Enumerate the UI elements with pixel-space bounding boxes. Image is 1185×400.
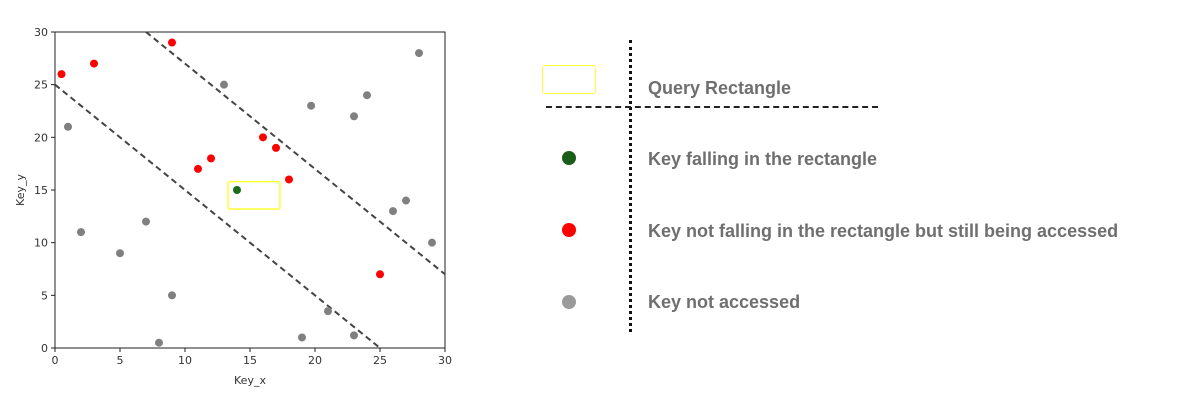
legend-horizontal-divider bbox=[546, 106, 878, 108]
point-accessed bbox=[168, 38, 176, 47]
y-tick-label: 30 bbox=[34, 26, 48, 39]
scatter-chart: 0 5 10 15 20 25 30 0 5 10 15 20 25 30 Key_x Key_y bbox=[14, 26, 452, 387]
legend-marker-key-in-rectangle bbox=[562, 151, 576, 165]
point-accessed bbox=[285, 175, 293, 184]
point-accessed bbox=[207, 154, 215, 163]
point-in-rectangle bbox=[233, 186, 241, 194]
point-not-accessed bbox=[324, 307, 332, 316]
plot-area: 0 5 10 15 20 25 30 0 5 10 15 20 25 30 bbox=[34, 26, 452, 367]
point-accessed bbox=[90, 59, 98, 68]
x-axis-title: Key_x bbox=[234, 374, 266, 387]
point-not-accessed bbox=[415, 49, 423, 58]
y-tick-label: 10 bbox=[34, 237, 48, 250]
x-tick-label: 15 bbox=[243, 354, 257, 367]
point-not-accessed bbox=[402, 196, 410, 205]
y-tick-label: 25 bbox=[34, 79, 48, 92]
legend-label-key-not-accessed: Key not accessed bbox=[648, 292, 801, 312]
point-not-accessed bbox=[298, 333, 306, 342]
legend-label-key-in-rectangle: Key falling in the rectangle bbox=[648, 149, 878, 169]
legend-marker-key-not-accessed bbox=[562, 295, 576, 309]
point-accessed bbox=[57, 70, 66, 79]
point-not-accessed bbox=[350, 112, 358, 121]
query-rectangle-swatch bbox=[542, 65, 596, 94]
x-tick-label: 0 bbox=[52, 354, 59, 367]
point-not-accessed bbox=[77, 228, 85, 237]
legend-marker-key-accessed bbox=[562, 223, 576, 237]
legend-label-key-accessed: Key not falling in the rectangle but sti… bbox=[648, 221, 1119, 241]
y-axis-title: Key_y bbox=[14, 174, 27, 206]
x-tick-label: 5 bbox=[117, 354, 124, 367]
point-not-accessed bbox=[389, 207, 397, 216]
boundary-line bbox=[55, 83, 381, 348]
point-not-accessed bbox=[350, 331, 358, 340]
plot-frame bbox=[54, 31, 446, 349]
point-not-accessed bbox=[116, 249, 124, 258]
y-tick-label: 15 bbox=[34, 184, 48, 197]
x-tick-label: 10 bbox=[178, 354, 192, 367]
y-tick-label: 0 bbox=[41, 342, 48, 355]
point-not-accessed bbox=[168, 291, 176, 300]
legend-label-query-rectangle: Query Rectangle bbox=[648, 78, 792, 98]
point-not-accessed bbox=[220, 80, 228, 89]
point-accessed bbox=[259, 133, 267, 142]
point-not-accessed bbox=[307, 101, 316, 110]
point-not-accessed bbox=[428, 238, 436, 247]
x-tick-label: 20 bbox=[308, 354, 322, 367]
boundary-line bbox=[145, 32, 445, 276]
query-rectangle bbox=[227, 180, 281, 210]
point-accessed bbox=[194, 164, 202, 173]
point-not-accessed bbox=[155, 338, 163, 347]
y-tick-label: 20 bbox=[34, 131, 48, 144]
point-not-accessed bbox=[363, 91, 371, 100]
legend-vertical-divider bbox=[629, 40, 632, 332]
point-not-accessed bbox=[142, 217, 150, 226]
point-accessed bbox=[376, 270, 384, 279]
point-accessed bbox=[272, 143, 280, 152]
x-tick-label: 30 bbox=[438, 354, 452, 367]
x-tick-label: 25 bbox=[373, 354, 387, 367]
point-not-accessed bbox=[64, 122, 72, 131]
y-tick-label: 5 bbox=[41, 289, 48, 302]
